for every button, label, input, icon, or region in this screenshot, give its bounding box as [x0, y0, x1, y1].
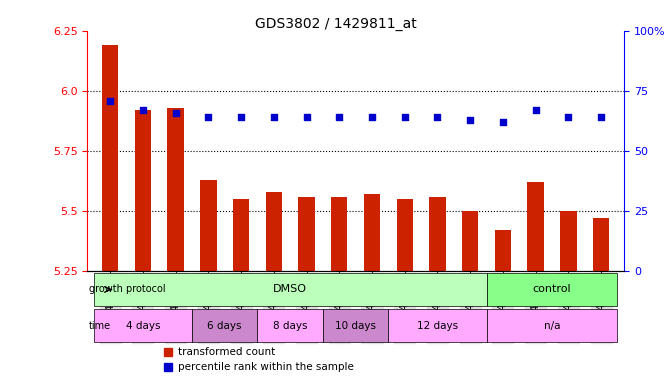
Bar: [462, 211, 478, 271]
FancyBboxPatch shape: [258, 309, 323, 342]
Bar: [593, 218, 609, 271]
Point: [596, 114, 607, 121]
Bar: [364, 194, 380, 271]
Point: [530, 107, 541, 113]
Text: GDS3802 / 1429811_at: GDS3802 / 1429811_at: [254, 17, 417, 31]
FancyBboxPatch shape: [94, 309, 192, 342]
Bar: [102, 45, 118, 271]
FancyBboxPatch shape: [389, 309, 486, 342]
Bar: [331, 197, 348, 271]
FancyBboxPatch shape: [486, 273, 617, 306]
Point: [236, 114, 246, 121]
Point: [399, 114, 410, 121]
Point: [203, 114, 213, 121]
Point: [465, 117, 476, 123]
FancyBboxPatch shape: [486, 309, 617, 342]
Point: [498, 119, 509, 125]
Bar: [429, 197, 446, 271]
Point: [301, 114, 312, 121]
Text: control: control: [533, 285, 571, 295]
FancyBboxPatch shape: [192, 309, 258, 342]
Point: [105, 98, 115, 104]
Bar: [200, 180, 217, 271]
Text: 8 days: 8 days: [273, 321, 307, 331]
Bar: [495, 230, 511, 271]
Point: [268, 114, 279, 121]
Bar: [135, 110, 151, 271]
Text: DMSO: DMSO: [273, 285, 307, 295]
Bar: [168, 108, 184, 271]
Text: 4 days: 4 days: [125, 321, 160, 331]
Text: 12 days: 12 days: [417, 321, 458, 331]
Bar: [527, 182, 544, 271]
Bar: [560, 211, 576, 271]
Text: 6 days: 6 days: [207, 321, 242, 331]
Text: 10 days: 10 days: [335, 321, 376, 331]
Point: [170, 109, 181, 116]
Bar: [266, 192, 282, 271]
Point: [563, 114, 574, 121]
Point: [366, 114, 377, 121]
Bar: [299, 197, 315, 271]
Text: percentile rank within the sample: percentile rank within the sample: [178, 362, 354, 372]
Point: [138, 107, 148, 113]
FancyBboxPatch shape: [323, 309, 389, 342]
Point: [432, 114, 443, 121]
Text: time: time: [89, 321, 111, 331]
FancyBboxPatch shape: [94, 273, 486, 306]
Text: transformed count: transformed count: [178, 347, 276, 357]
Text: growth protocol: growth protocol: [89, 285, 166, 295]
Point: [334, 114, 345, 121]
Bar: [397, 199, 413, 271]
Text: n/a: n/a: [544, 321, 560, 331]
Bar: [233, 199, 249, 271]
